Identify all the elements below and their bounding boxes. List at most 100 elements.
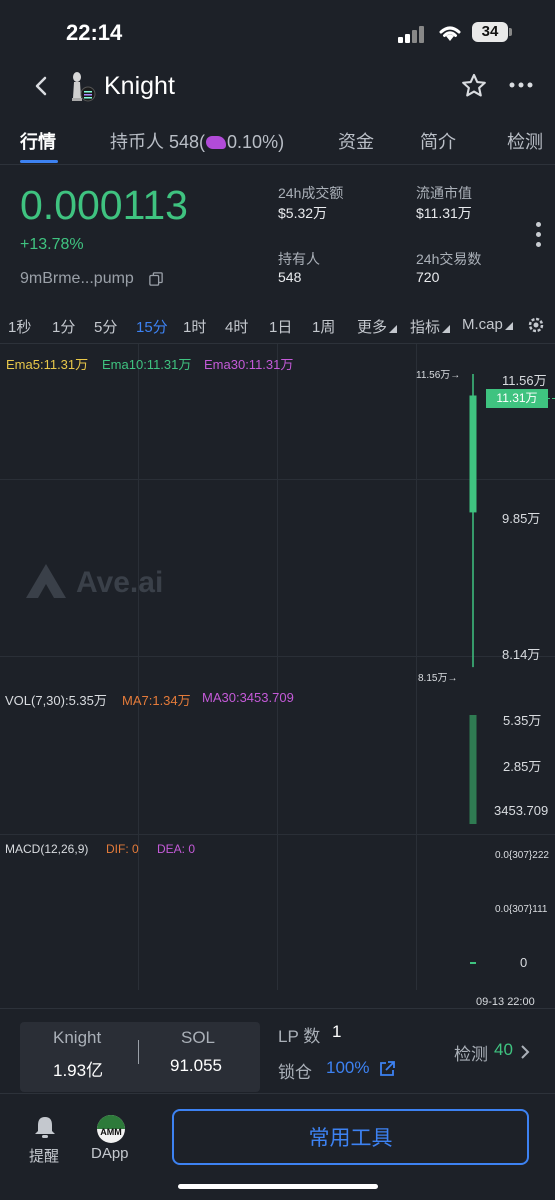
vol-axis-label: 5.35万 xyxy=(503,713,542,728)
external-link-icon[interactable] xyxy=(378,1060,396,1078)
tab-holders-label: 持币人 548( xyxy=(110,132,206,152)
low-marker: 8.15万→ xyxy=(418,673,458,684)
holders-value: 548 xyxy=(278,269,302,285)
active-tab-indicator xyxy=(20,160,58,163)
volume-value: $5.32万 xyxy=(278,205,328,221)
dropdown-triangle-icon xyxy=(442,325,451,333)
mcap-toggle[interactable]: M.cap xyxy=(462,316,513,333)
battery-tip xyxy=(509,28,512,36)
tf-15m[interactable]: 15分 xyxy=(136,319,168,336)
mcap-toggle-label: M.cap xyxy=(462,316,503,333)
volume-bar xyxy=(469,715,477,824)
battery-icon: 34 xyxy=(472,22,508,42)
tf-more-label: 更多 xyxy=(357,319,388,336)
price-axis-label: 9.85万 xyxy=(502,511,541,526)
price-axis-label: 11.56万 xyxy=(502,373,547,388)
watermark-text: Ave.ai xyxy=(76,566,164,599)
chart-settings-icon[interactable] xyxy=(526,315,546,335)
tab-intro[interactable]: 简介 xyxy=(420,132,456,152)
common-tools-button[interactable]: 常用工具 xyxy=(172,1109,529,1165)
tf-5m[interactable]: 5分 xyxy=(94,319,118,336)
more-icon[interactable] xyxy=(508,80,534,90)
macd-axis-label: 0 xyxy=(520,955,528,970)
vol-axis-label: 2.85万 xyxy=(503,759,542,774)
grid-line xyxy=(277,344,278,990)
vol-label: VOL(7,30):5.35万 xyxy=(5,693,107,708)
tf-4h[interactable]: 4时 xyxy=(225,319,249,336)
holders-whale-icon xyxy=(206,136,227,149)
tf-1s[interactable]: 1秒 xyxy=(8,319,32,336)
bottom-bar-divider xyxy=(0,1093,555,1094)
tf-more[interactable]: 更多 xyxy=(357,316,398,337)
token-logo-icon xyxy=(72,72,96,102)
volume-label: 24h成交额 xyxy=(278,185,344,201)
tx-label: 24h交易数 xyxy=(416,251,482,267)
check-score[interactable]: 40 xyxy=(494,1040,513,1059)
alert-label[interactable]: 提醒 xyxy=(29,1148,60,1165)
tab-funds[interactable]: 资金 xyxy=(338,132,374,152)
indicators-button[interactable]: 指标 xyxy=(410,316,451,337)
pool-info-box xyxy=(20,1022,260,1092)
time-axis-label: 09-13 22:00 xyxy=(476,996,535,1008)
grid-line xyxy=(0,479,555,480)
tx-value: 720 xyxy=(416,269,440,285)
tab-check[interactable]: 检测 xyxy=(507,132,543,152)
current-price-tag: 11.31万 xyxy=(486,389,548,408)
ema5-label: Ema5:11.31万 xyxy=(6,357,89,372)
tab-divider xyxy=(0,164,555,165)
bell-icon[interactable] xyxy=(32,1114,58,1140)
pool-token-amount: 1.93亿 xyxy=(53,1061,104,1080)
vol-axis-label: 3453.709 xyxy=(494,803,549,818)
price-axis-label: 8.14万 xyxy=(502,647,541,662)
ema30-label: Ema30:11.31万 xyxy=(204,357,294,372)
tf-1m[interactable]: 1分 xyxy=(52,319,76,336)
dapp-label[interactable]: DApp xyxy=(91,1145,129,1162)
macd-axis-label: 0.0{307}222 xyxy=(495,850,549,861)
macd-dea-label: DEA: 0 xyxy=(157,842,196,856)
chart-top-border xyxy=(0,343,555,344)
lock-label: 锁仓 xyxy=(278,1063,312,1082)
dapp-badge: AMM xyxy=(100,1127,122,1137)
home-indicator[interactable] xyxy=(178,1184,378,1189)
mcap-value: $11.31万 xyxy=(416,205,472,221)
vol-ma30-label: MA30:3453.709 xyxy=(202,690,294,705)
favorite-star-icon[interactable] xyxy=(460,72,488,100)
pool-quote-amount: 91.055 xyxy=(170,1056,222,1075)
indicators-label: 指标 xyxy=(410,319,441,336)
tab-holders[interactable]: 持币人 548( 0.10%) xyxy=(110,128,284,154)
candlestick-chart xyxy=(469,374,477,824)
tab-market[interactable]: 行情 xyxy=(20,132,56,152)
watermark: Ave.ai xyxy=(24,562,163,600)
copy-icon[interactable] xyxy=(149,272,163,286)
tab-holders-suffix: 0.10%) xyxy=(227,132,285,152)
vol-ma7-label: MA7:1.34万 xyxy=(122,693,191,708)
mcap-label: 流通市值 xyxy=(416,185,472,201)
grid-line xyxy=(138,344,139,990)
macd-histogram-bar xyxy=(470,962,476,964)
wifi-icon xyxy=(439,26,461,41)
lp-value: 1 xyxy=(332,1022,342,1041)
stats-more-icon[interactable] xyxy=(536,222,542,252)
grid-line xyxy=(0,656,555,657)
lock-value[interactable]: 100% xyxy=(326,1058,370,1077)
dropdown-triangle-icon xyxy=(389,325,398,333)
tf-1h[interactable]: 1时 xyxy=(183,319,207,336)
current-price: 0.000113 xyxy=(20,182,188,228)
grid-line xyxy=(0,834,555,835)
macd-axis-label: 0.0{307}111 xyxy=(495,904,548,915)
ema10-label: Ema10:11.31万 xyxy=(102,357,192,372)
check-label[interactable]: 检测 xyxy=(454,1045,488,1064)
ave-logo-icon xyxy=(26,564,66,598)
back-icon[interactable] xyxy=(28,72,56,100)
lp-label: LP 数 xyxy=(278,1027,321,1046)
tf-1w[interactable]: 1周 xyxy=(312,319,336,336)
pool-token-name: Knight xyxy=(53,1028,102,1047)
macd-label: MACD(12,26,9) xyxy=(5,842,89,856)
chevron-right-icon[interactable] xyxy=(518,1043,532,1061)
dropdown-triangle-icon xyxy=(504,322,513,330)
dapp-icon[interactable]: AMM xyxy=(97,1115,125,1143)
candle-body xyxy=(469,395,477,513)
token-address: 9mBrme...pump xyxy=(20,270,134,287)
dapp-icon-top xyxy=(97,1115,125,1129)
tf-1d[interactable]: 1日 xyxy=(269,319,293,336)
